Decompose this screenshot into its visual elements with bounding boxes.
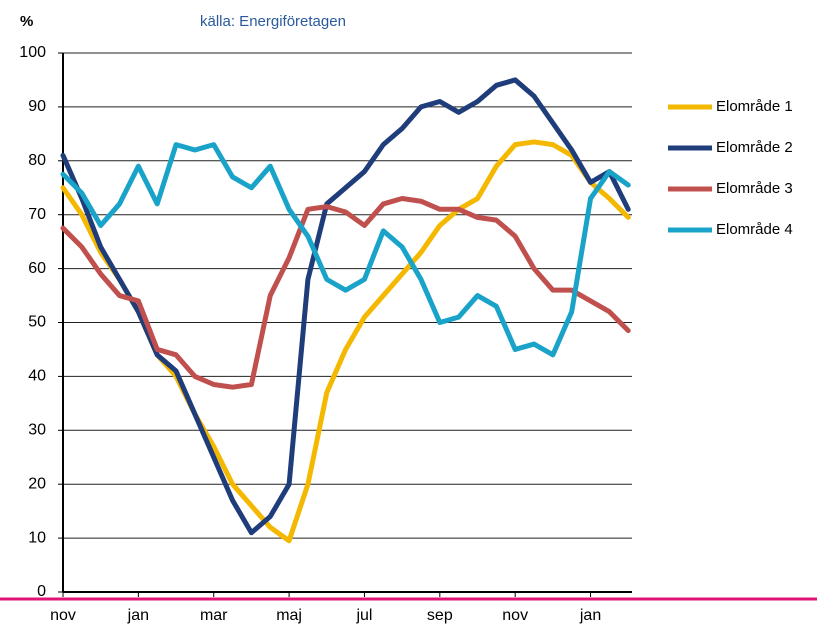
x-tick-label: jul	[355, 607, 372, 624]
legend-label: Elområde 2	[716, 139, 793, 156]
x-tick-label: sep	[427, 607, 453, 624]
y-tick-label: 60	[28, 260, 46, 277]
legend-label: Elområde 1	[716, 98, 793, 115]
y-tick-label: 10	[28, 529, 46, 546]
x-tick-label: jan	[579, 607, 601, 624]
y-tick-label: 80	[28, 152, 46, 169]
x-tick-label: jan	[127, 607, 149, 624]
y-tick-label: 40	[28, 368, 46, 385]
x-tick-label: nov	[502, 607, 528, 624]
chart-subtitle: källa: Energiföretagen	[200, 13, 346, 30]
y-tick-label: 90	[28, 98, 46, 115]
x-tick-label: nov	[50, 607, 76, 624]
legend-label: Elområde 4	[716, 221, 793, 238]
series-line	[60, 142, 631, 358]
series-line	[60, 196, 631, 390]
x-tick-label: mar	[200, 607, 228, 624]
y-tick-label: 20	[28, 475, 46, 492]
legend-label: Elområde 3	[716, 180, 793, 197]
y-tick-label: 70	[28, 206, 46, 223]
x-tick-label: maj	[276, 607, 302, 624]
y-tick-label: 30	[28, 422, 46, 439]
y-tick-label: 100	[19, 44, 46, 61]
series-line	[60, 139, 631, 544]
y-tick-label: 0	[37, 583, 46, 600]
series-line	[60, 77, 631, 536]
chart-title: %	[20, 13, 33, 30]
y-tick-label: 50	[28, 314, 46, 331]
